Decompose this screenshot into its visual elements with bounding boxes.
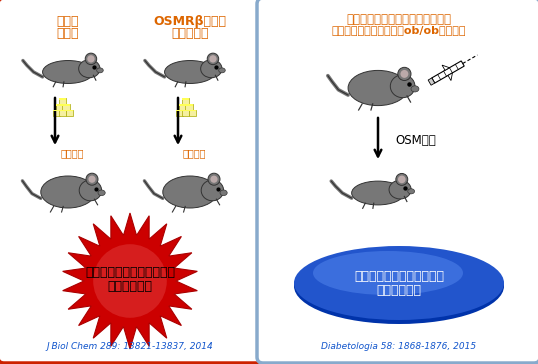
Bar (179, 104, 186, 110)
FancyBboxPatch shape (257, 0, 538, 363)
Ellipse shape (43, 60, 94, 83)
Bar (59, 110, 66, 116)
Polygon shape (428, 78, 435, 85)
Text: 欠損マウス: 欠損マウス (171, 27, 209, 40)
Bar (56, 104, 63, 106)
Text: 肥満、インスリン抵抗性、: 肥満、インスリン抵抗性、 (354, 270, 444, 284)
Text: J Biol Chem 289: 13821-13837, 2014: J Biol Chem 289: 13821-13837, 2014 (47, 342, 214, 351)
Ellipse shape (87, 55, 95, 63)
Text: マウス: マウス (56, 27, 79, 40)
Ellipse shape (391, 75, 415, 98)
Ellipse shape (201, 60, 222, 78)
Ellipse shape (294, 248, 504, 324)
Polygon shape (442, 65, 449, 70)
Polygon shape (63, 213, 197, 349)
Bar (59, 110, 66, 111)
Text: （高脂肪食負荷マウス、ob/obマウス）: （高脂肪食負荷マウス、ob/obマウス） (332, 25, 466, 35)
Bar (56, 104, 63, 110)
Ellipse shape (389, 180, 411, 199)
Ellipse shape (210, 175, 217, 183)
Text: 高脂肪食: 高脂肪食 (60, 148, 84, 158)
Ellipse shape (85, 53, 97, 65)
Bar (62, 104, 69, 106)
Bar (182, 110, 189, 116)
Text: OSM投与: OSM投与 (395, 134, 436, 146)
Text: 脂肪肝の増悪: 脂肪肝の増悪 (108, 281, 152, 293)
Bar (53, 110, 60, 116)
Ellipse shape (79, 180, 102, 201)
Text: OSMRβ遺伝子: OSMRβ遺伝子 (153, 15, 226, 28)
Bar (53, 110, 60, 111)
Ellipse shape (207, 53, 219, 65)
Ellipse shape (41, 176, 95, 208)
Bar (66, 110, 73, 111)
Ellipse shape (408, 189, 415, 194)
Bar (176, 110, 183, 116)
Ellipse shape (396, 174, 408, 185)
Ellipse shape (294, 246, 504, 320)
Bar (189, 110, 196, 116)
FancyBboxPatch shape (0, 0, 262, 363)
Bar (186, 104, 193, 110)
Ellipse shape (208, 173, 220, 185)
Bar (62, 104, 69, 110)
Bar (182, 110, 189, 111)
Ellipse shape (219, 68, 225, 73)
Ellipse shape (88, 175, 96, 183)
Ellipse shape (348, 70, 408, 106)
Bar (66, 110, 73, 116)
Bar (186, 104, 193, 106)
Ellipse shape (97, 68, 103, 73)
Text: 高脂肪食: 高脂肪食 (182, 148, 206, 158)
Ellipse shape (400, 70, 408, 78)
Bar (182, 98, 189, 100)
Polygon shape (432, 61, 464, 83)
Text: メタボリック症候群モデルマウス: メタボリック症候群モデルマウス (346, 13, 451, 26)
Bar (176, 110, 183, 111)
Polygon shape (448, 73, 452, 80)
Ellipse shape (86, 173, 98, 185)
Bar (59, 98, 66, 100)
Bar (59, 98, 66, 105)
Ellipse shape (398, 67, 411, 80)
Ellipse shape (411, 86, 419, 92)
Ellipse shape (201, 180, 224, 201)
Ellipse shape (98, 190, 105, 195)
Ellipse shape (163, 176, 217, 208)
Ellipse shape (209, 55, 217, 63)
Ellipse shape (313, 251, 463, 295)
Ellipse shape (352, 181, 405, 205)
Ellipse shape (79, 60, 100, 78)
Text: Diabetologia 58: 1868-1876, 2015: Diabetologia 58: 1868-1876, 2015 (321, 342, 477, 351)
Bar (189, 110, 196, 111)
Ellipse shape (93, 244, 167, 318)
Bar (179, 104, 186, 106)
Text: 脂肪肝の改善: 脂肪肝の改善 (377, 285, 421, 297)
Ellipse shape (398, 175, 406, 183)
Ellipse shape (220, 190, 227, 195)
Ellipse shape (165, 60, 215, 83)
Bar (182, 98, 189, 105)
Text: 野生型: 野生型 (56, 15, 79, 28)
Text: 肥満、インスリン抵抗性、: 肥満、インスリン抵抗性、 (85, 266, 175, 280)
